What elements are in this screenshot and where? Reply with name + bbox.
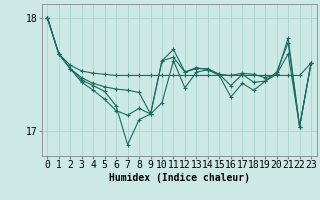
- X-axis label: Humidex (Indice chaleur): Humidex (Indice chaleur): [109, 173, 250, 183]
